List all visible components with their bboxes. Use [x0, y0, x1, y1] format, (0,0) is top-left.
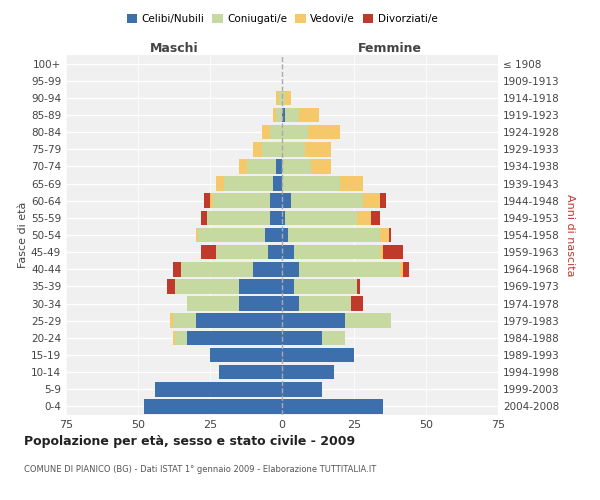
Bar [282, 365, 334, 380]
Bar [276, 90, 279, 105]
Bar [290, 194, 362, 208]
Bar [282, 348, 354, 362]
Bar [253, 142, 262, 156]
Bar [282, 194, 290, 208]
Bar [210, 348, 282, 362]
Bar [282, 90, 285, 105]
Bar [282, 279, 293, 293]
Bar [383, 245, 403, 260]
Bar [224, 176, 274, 191]
Bar [282, 228, 288, 242]
Bar [357, 279, 360, 293]
Bar [403, 262, 409, 276]
Bar [282, 210, 285, 225]
Bar [175, 279, 239, 293]
Bar [181, 262, 253, 276]
Bar [288, 228, 380, 242]
Bar [293, 245, 380, 260]
Bar [299, 108, 319, 122]
Bar [282, 245, 293, 260]
Bar [279, 90, 282, 105]
Bar [282, 382, 322, 396]
Bar [173, 262, 181, 276]
Bar [308, 125, 340, 140]
Bar [216, 245, 268, 260]
Bar [305, 142, 331, 156]
Bar [362, 194, 380, 208]
Y-axis label: Anni di nascita: Anni di nascita [565, 194, 575, 276]
Bar [389, 228, 391, 242]
Bar [175, 330, 187, 345]
Bar [239, 296, 282, 311]
Bar [276, 108, 282, 122]
Bar [380, 194, 386, 208]
Bar [253, 262, 282, 276]
Bar [293, 279, 357, 293]
Bar [380, 228, 389, 242]
Bar [170, 314, 173, 328]
Bar [285, 90, 290, 105]
Bar [282, 399, 383, 413]
Bar [351, 296, 362, 311]
Bar [196, 314, 282, 328]
Bar [282, 330, 322, 345]
Bar [282, 176, 340, 191]
Bar [144, 399, 282, 413]
Bar [346, 314, 391, 328]
Bar [400, 262, 403, 276]
Bar [340, 176, 362, 191]
Bar [218, 365, 282, 380]
Bar [268, 245, 282, 260]
Bar [282, 142, 305, 156]
Bar [155, 382, 282, 396]
Bar [282, 125, 308, 140]
Bar [357, 210, 371, 225]
Bar [274, 108, 276, 122]
Bar [371, 210, 380, 225]
Bar [271, 210, 282, 225]
Bar [282, 108, 285, 122]
Text: Femmine: Femmine [358, 42, 422, 55]
Bar [282, 296, 299, 311]
Text: Maschi: Maschi [149, 42, 199, 55]
Text: Popolazione per età, sesso e stato civile - 2009: Popolazione per età, sesso e stato civil… [24, 435, 355, 448]
Bar [299, 296, 351, 311]
Legend: Celibi/Nubili, Coniugati/e, Vedovi/e, Divorziati/e: Celibi/Nubili, Coniugati/e, Vedovi/e, Di… [122, 10, 442, 28]
Bar [282, 262, 299, 276]
Bar [282, 314, 346, 328]
Bar [213, 194, 271, 208]
Bar [199, 228, 265, 242]
Bar [380, 245, 383, 260]
Bar [262, 142, 282, 156]
Bar [271, 194, 282, 208]
Bar [239, 159, 247, 174]
Bar [262, 125, 271, 140]
Bar [282, 159, 311, 174]
Bar [204, 194, 210, 208]
Bar [216, 176, 224, 191]
Bar [271, 125, 282, 140]
Bar [187, 330, 282, 345]
Bar [276, 159, 282, 174]
Bar [285, 108, 299, 122]
Bar [210, 194, 213, 208]
Bar [285, 210, 357, 225]
Bar [202, 210, 207, 225]
Bar [247, 159, 276, 174]
Bar [202, 245, 216, 260]
Bar [299, 262, 400, 276]
Bar [311, 159, 331, 174]
Y-axis label: Fasce di età: Fasce di età [18, 202, 28, 268]
Bar [322, 330, 346, 345]
Bar [187, 296, 239, 311]
Bar [274, 176, 282, 191]
Bar [196, 228, 199, 242]
Bar [167, 279, 175, 293]
Bar [239, 279, 282, 293]
Bar [207, 210, 271, 225]
Bar [173, 314, 196, 328]
Bar [173, 330, 175, 345]
Text: COMUNE DI PIANICO (BG) - Dati ISTAT 1° gennaio 2009 - Elaborazione TUTTITALIA.IT: COMUNE DI PIANICO (BG) - Dati ISTAT 1° g… [24, 465, 376, 474]
Bar [265, 228, 282, 242]
